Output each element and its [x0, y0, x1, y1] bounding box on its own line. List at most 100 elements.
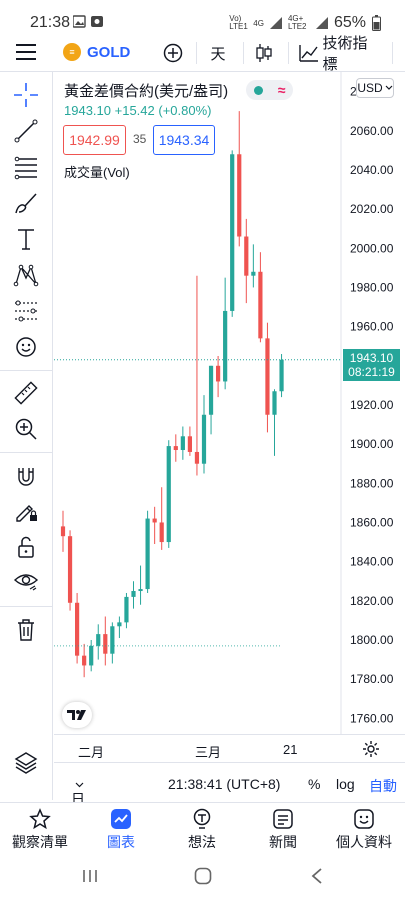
candle-body: [180, 436, 185, 451]
candle-body: [216, 365, 221, 382]
header-divider: [288, 42, 289, 64]
back-button[interactable]: [310, 867, 324, 890]
volume-indicator-label[interactable]: 成交量(Vol): [64, 165, 130, 180]
nav-label: 圖表: [107, 834, 135, 850]
candle-body: [258, 271, 263, 339]
forecast-icon: [15, 300, 37, 322]
symbol-selector[interactable]: ≡ GOLD: [63, 43, 130, 61]
status-time: 21:38: [30, 14, 71, 31]
last-price: 1943.10: [64, 103, 111, 118]
candle-body: [244, 236, 249, 276]
tv-logo-mark: [67, 710, 86, 720]
candle-body: [230, 154, 235, 311]
nav-watchlist[interactable]: 觀察清單: [0, 807, 80, 852]
magnet-tool[interactable]: [11, 462, 41, 492]
profile-smiley-icon: [354, 809, 374, 829]
price-change: +15.42: [114, 103, 155, 118]
pattern-icon: [13, 264, 39, 287]
header-divider: [196, 42, 197, 64]
range-bar: 日期範圍 21:38:41 (UTC+8) % log 自動: [54, 762, 405, 867]
candle-body: [60, 526, 66, 537]
ruler-icon: [14, 381, 38, 405]
candle-body: [279, 359, 284, 392]
signal-icon: [269, 17, 282, 29]
emoji-tool[interactable]: [11, 332, 41, 362]
candle-body: [265, 338, 270, 415]
toolbar-divider: [0, 452, 53, 453]
chevron-down-icon: [385, 85, 393, 90]
chart-settings-button[interactable]: [362, 740, 380, 763]
log-scale-button[interactable]: log: [336, 776, 355, 792]
chart-type-button[interactable]: [252, 39, 276, 67]
text-icon: [18, 229, 34, 250]
home-icon: [194, 867, 212, 885]
bar-countdown: 08:21:19: [348, 364, 395, 379]
fib-tool[interactable]: [11, 152, 41, 182]
market-open-dot: [253, 85, 263, 95]
clock-time[interactable]: 21:38:41 (UTC+8): [168, 776, 281, 792]
measure-tool[interactable]: [11, 378, 41, 408]
eye-icon: [13, 574, 39, 591]
unlock-tool[interactable]: [11, 532, 41, 562]
pattern-tool[interactable]: [11, 260, 41, 290]
candle-body: [166, 446, 171, 543]
price-axis-label: 1780.00: [350, 672, 394, 686]
chart-legend: 黃金差價合約(美元/盎司) 1943.10 +15.42 (+0.80%): [64, 80, 229, 118]
price-axis-label: 2060.00: [350, 124, 394, 138]
candle-body: [237, 154, 242, 237]
nav-label: 觀察清單: [12, 834, 68, 850]
buy-button[interactable]: 1943.34: [153, 125, 215, 155]
zoom-tool[interactable]: [11, 414, 41, 444]
trendline-tool[interactable]: [11, 116, 41, 146]
date-range-button[interactable]: 日期範圍: [71, 776, 85, 867]
nav-chart[interactable]: 圖表: [81, 807, 161, 852]
tradingview-logo-icon[interactable]: [62, 702, 92, 728]
instrument-title: 黃金差價合約(美元/盎司): [64, 83, 229, 100]
forecast-tool[interactable]: [11, 296, 41, 326]
recent-apps-button[interactable]: [82, 868, 98, 889]
nav-label: 個人資料: [336, 834, 392, 850]
candle-body: [117, 622, 122, 627]
candle-body: [96, 634, 101, 646]
sell-button[interactable]: 1942.99: [63, 125, 126, 155]
price-axis-label: 2020.00: [350, 202, 394, 216]
interval-button[interactable]: 天: [210, 45, 226, 63]
candle-body: [251, 271, 256, 276]
market-status-toggle[interactable]: ≈: [246, 80, 293, 100]
price-axis-label: 2000.00: [350, 241, 394, 255]
time-label-feb: 二月: [78, 745, 105, 760]
network-volte: Vo) LTE1: [229, 14, 248, 31]
nav-ideas[interactable]: 想法: [162, 807, 242, 852]
zoom-in-icon: [15, 418, 37, 440]
wave-icon: ≈: [277, 82, 286, 98]
crosshair-icon: [14, 83, 38, 107]
brush-tool[interactable]: [11, 188, 41, 218]
add-symbol-button[interactable]: [160, 39, 186, 67]
text-tool[interactable]: [11, 224, 41, 254]
currency-selector[interactable]: USD: [356, 78, 394, 98]
nav-profile[interactable]: 個人資料: [324, 807, 404, 852]
recent-apps-icon: [83, 870, 97, 882]
price-axis-label: 1840.00: [350, 555, 394, 569]
plus-circle-icon: [163, 43, 183, 63]
object-tree-tool[interactable]: [11, 748, 41, 778]
price-axis-label: 1880.00: [350, 476, 394, 490]
indicators-button[interactable]: 技術指標: [299, 35, 381, 73]
price-axis-label: 2040.00: [350, 163, 394, 177]
news-icon: [273, 809, 293, 829]
home-button[interactable]: [194, 867, 212, 890]
percent-scale-button[interactable]: %: [308, 776, 321, 792]
candle-body: [124, 596, 129, 623]
battery-level: 65%: [333, 14, 366, 31]
auto-scale-button[interactable]: 自動: [369, 778, 397, 794]
app-header: ≡ GOLD 天 技術指標: [0, 34, 405, 73]
nav-news[interactable]: 新聞: [243, 807, 323, 852]
menu-icon[interactable]: [16, 44, 36, 65]
indicators-label: 技術指標: [322, 35, 368, 73]
crosshair-tool[interactable]: [11, 80, 41, 110]
delete-tool[interactable]: [11, 615, 41, 645]
time-axis[interactable]: 二月 三月 21: [54, 734, 405, 762]
lock-drawings-tool[interactable]: [11, 496, 41, 526]
spread-value: 35: [133, 132, 147, 146]
visibility-tool[interactable]: [11, 566, 41, 596]
